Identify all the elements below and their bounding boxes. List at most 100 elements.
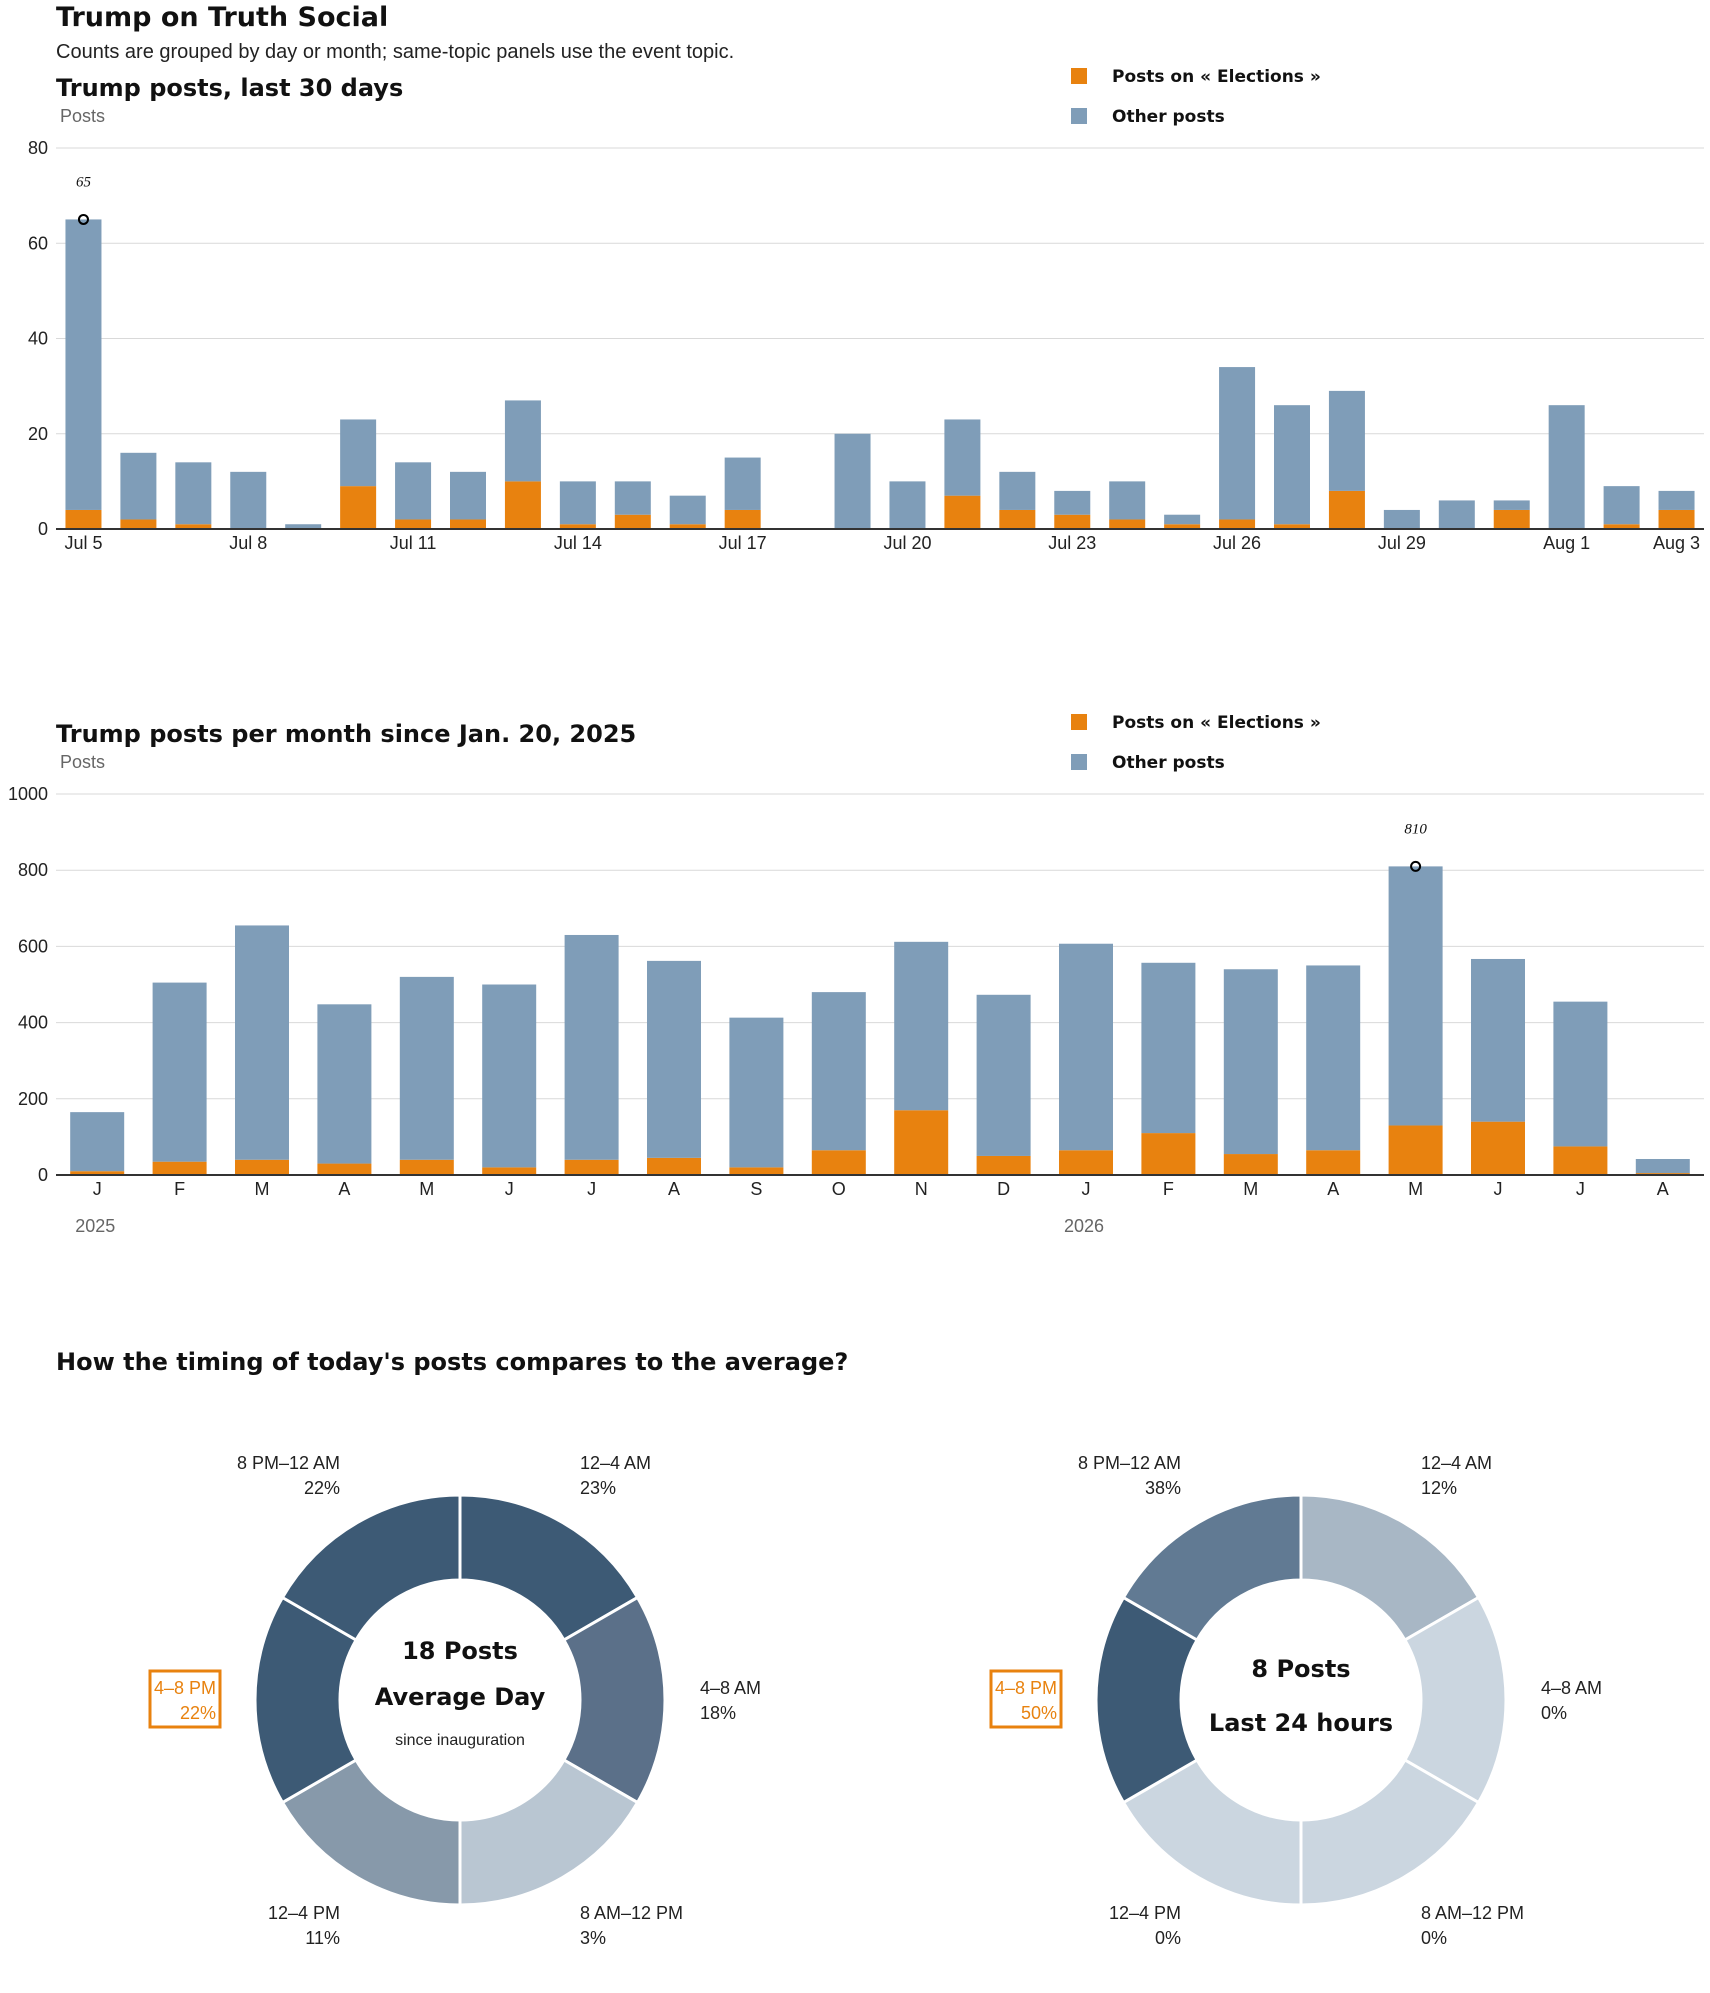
- slice-label: 4–8 AM: [1541, 1678, 1602, 1698]
- bar-other: [1603, 486, 1640, 525]
- bar-topic: [482, 1167, 537, 1175]
- bar-other: [230, 471, 267, 529]
- slice-label: 8 AM–12 PM: [1421, 1903, 1524, 1923]
- bar-topic: [729, 1167, 784, 1175]
- slice-label: 12–4 AM: [1421, 1453, 1492, 1473]
- bar-other: [1059, 943, 1113, 1151]
- y-tick-label: 200: [18, 1089, 48, 1109]
- today-highlight-box: [989, 1669, 1063, 1729]
- x-tick-label: Jul 26: [1213, 533, 1261, 553]
- bar-other: [724, 457, 761, 510]
- year-label: 2025: [75, 1216, 115, 1236]
- slice-label: 8 AM–12 PM: [580, 1903, 683, 1923]
- x-tick-label: A: [1327, 1179, 1339, 1199]
- bar-topic: [175, 524, 212, 529]
- bar-topic: [504, 481, 541, 529]
- bar-other: [120, 452, 157, 520]
- x-tick-label: Jul 20: [883, 533, 931, 553]
- bar-topic: [647, 1157, 701, 1175]
- bar-topic: [1328, 490, 1365, 529]
- bar-other: [647, 960, 701, 1158]
- bar-other: [1553, 1001, 1608, 1147]
- legend-label-1: Other posts: [1112, 107, 1225, 127]
- bar-other: [1109, 481, 1146, 520]
- bar-other: [669, 495, 706, 525]
- slice-label: 4–8 AM: [700, 1678, 761, 1698]
- bar-other: [559, 481, 596, 525]
- peak-annotation: 810: [1404, 821, 1427, 837]
- bar-topic: [944, 495, 981, 529]
- bar-other: [285, 524, 322, 529]
- chart1-ylabel: Posts: [60, 106, 105, 126]
- bar-topic: [811, 1150, 866, 1175]
- donut-slice: [1121, 1493, 1303, 1643]
- x-tick-label: A: [1657, 1179, 1669, 1199]
- bar-topic: [1388, 1125, 1443, 1175]
- bar-topic: [669, 524, 706, 529]
- x-tick-label: M: [419, 1179, 434, 1199]
- x-tick-label: M: [1243, 1179, 1258, 1199]
- bar-topic: [614, 514, 651, 529]
- bar-other: [1635, 1158, 1690, 1174]
- slice-pct: 38%: [1145, 1478, 1181, 1498]
- y-tick-label: 1000: [8, 784, 48, 804]
- slice-pct: 18%: [700, 1703, 736, 1723]
- bar-other: [944, 419, 981, 496]
- donut-center-note: since inauguration: [395, 1732, 525, 1749]
- y-tick-label: 400: [18, 1013, 48, 1033]
- bar-other: [889, 481, 926, 529]
- y-tick-label: 20: [28, 424, 48, 444]
- bar-other: [504, 400, 541, 482]
- x-tick-label: D: [997, 1179, 1010, 1199]
- bar-other: [1141, 962, 1196, 1134]
- x-tick-label: Jul 11: [390, 533, 437, 553]
- bar-other: [976, 994, 1031, 1156]
- bar-topic: [340, 486, 377, 529]
- bar-other: [1274, 405, 1310, 525]
- donut-slice: [280, 1493, 462, 1643]
- bar-topic: [395, 519, 432, 529]
- bar-other: [1388, 866, 1443, 1126]
- bar-other: [399, 976, 454, 1160]
- x-tick-label: J: [1082, 1179, 1091, 1199]
- x-tick-label: Jul 5: [64, 533, 102, 553]
- donut-center-count: 18 Posts: [402, 1637, 518, 1665]
- bar-topic: [894, 1110, 949, 1175]
- slice-pct: 23%: [580, 1478, 616, 1498]
- legend-swatch-0: [1071, 714, 1087, 730]
- x-tick-label: A: [668, 1179, 680, 1199]
- legend-swatch-0: [1071, 68, 1087, 84]
- bar-topic: [1219, 519, 1256, 529]
- x-tick-label: N: [915, 1179, 928, 1199]
- chart1-plot: 0 20 40 60 80 Jul 5 Jul 8 Jul 11 Jul 14 Jul 17 Jul…: [28, 138, 1704, 553]
- bar-other: [811, 992, 866, 1151]
- slice-pct: 0%: [1541, 1703, 1567, 1723]
- slice-label: 8 PM–12 AM: [1078, 1453, 1181, 1473]
- bar-topic: [70, 1171, 125, 1175]
- donut-center-caption: Average Day: [375, 1683, 546, 1711]
- x-tick-label: J: [1576, 1179, 1585, 1199]
- donut-average-day: 12–4 AM 23% 4–8 AM 18% 8 AM–12 PM 3% 12–4 PM 11…: [148, 1453, 761, 1948]
- bar-topic: [999, 509, 1036, 529]
- slice-pct: 0%: [1155, 1928, 1181, 1948]
- bar-other: [614, 481, 651, 515]
- bar-topic: [1054, 514, 1091, 529]
- bar-topic: [559, 524, 596, 529]
- bar-topic: [1658, 509, 1695, 529]
- bar-other: [1493, 500, 1530, 510]
- bar-topic: [1109, 519, 1146, 529]
- bar-topic: [1603, 524, 1640, 529]
- legend-swatch-1: [1071, 754, 1087, 770]
- bar-other: [317, 1004, 372, 1164]
- page-subtitle: Counts are grouped by day or month; same…: [56, 41, 734, 63]
- bar-other: [1219, 367, 1256, 520]
- x-tick-label: Jul 29: [1378, 533, 1426, 553]
- bar-other: [340, 419, 377, 487]
- y-tick-label: 80: [28, 138, 48, 158]
- x-tick-label: J: [93, 1179, 102, 1199]
- x-tick-label: J: [587, 1179, 596, 1199]
- slice-pct: 50%: [1021, 1703, 1057, 1723]
- y-tick-label: 40: [28, 329, 48, 349]
- bar-other: [1164, 514, 1201, 525]
